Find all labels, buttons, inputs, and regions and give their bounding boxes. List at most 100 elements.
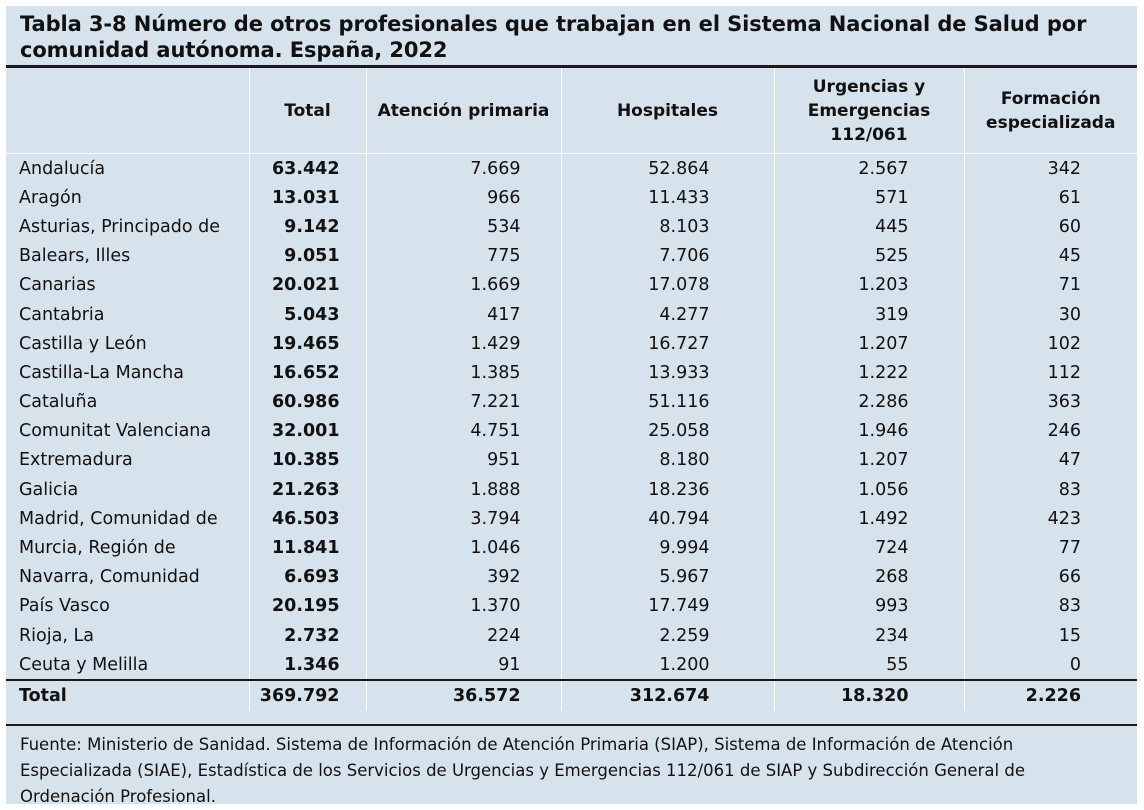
cell-region: Cantabria <box>19 304 105 325</box>
cell-atencion-primaria: 224 <box>365 621 561 651</box>
cell-hospitales: 40.794 <box>560 504 774 534</box>
cell-formacion: 363 <box>963 387 1137 417</box>
cell-region: Total <box>6 679 249 711</box>
table-row: Aragón 13.031 966 11.433 571 61 <box>6 183 1137 213</box>
cell-formacion: 0 <box>963 650 1137 681</box>
cell-formacion: 47 <box>963 445 1137 476</box>
cell-region: Aragón <box>19 187 82 208</box>
header-atencion-primaria: Atención primaria <box>365 68 561 154</box>
cell-total: 6.693 <box>248 562 366 592</box>
cell-atencion-primaria: 36.572 <box>365 679 561 711</box>
header-row: Total Atención primaria Hospitales Urgen… <box>6 68 1137 154</box>
cell-formacion: 246 <box>963 416 1137 446</box>
table-row: Cataluña 60.986 7.221 51.116 2.286 363 <box>6 387 1137 417</box>
title-line-1: Tabla 3-8 Número de otros profesionales … <box>20 12 1087 36</box>
cell-urgencias: 1.492 <box>773 504 964 534</box>
cell-atencion-primaria: 1.888 <box>365 475 561 505</box>
cell-total: 19.465 <box>248 329 366 359</box>
cell-urgencias: 234 <box>773 621 964 651</box>
cell-total: 46.503 <box>248 504 366 534</box>
cell-urgencias: 2.286 <box>773 387 964 417</box>
cell-total: 369.792 <box>248 679 366 711</box>
cell-total: 9.142 <box>248 212 366 242</box>
cell-urgencias: 268 <box>773 562 964 592</box>
cell-region: Rioja, La <box>19 625 94 646</box>
cell-total: 63.442 <box>248 153 366 184</box>
cell-urgencias: 1.207 <box>773 445 964 476</box>
cell-total: 5.043 <box>248 299 366 330</box>
table-row: País Vasco 20.195 1.370 17.749 993 83 <box>6 591 1137 621</box>
cell-hospitales: 17.078 <box>560 270 774 300</box>
cell-urgencias: 1.056 <box>773 475 964 505</box>
header-formacion: Formación especializada <box>963 68 1137 154</box>
table-row: Murcia, Región de 11.841 1.046 9.994 724 77 <box>6 533 1137 563</box>
table-title: Tabla 3-8 Número de otros profesionales … <box>6 6 1137 68</box>
cell-atencion-primaria: 1.385 <box>365 358 561 388</box>
header-region <box>6 68 249 154</box>
cell-total: 9.051 <box>248 241 366 271</box>
cell-total: 13.031 <box>248 183 366 213</box>
cell-region: Castilla-La Mancha <box>19 362 184 383</box>
cell-hospitales: 25.058 <box>560 416 774 446</box>
total-row: Total 369.792 36.572 312.674 18.320 2.226 <box>6 679 1137 711</box>
cell-hospitales: 11.433 <box>560 183 774 213</box>
cell-formacion: 15 <box>963 621 1137 651</box>
cell-atencion-primaria: 91 <box>365 650 561 681</box>
cell-formacion: 60 <box>963 212 1137 242</box>
cell-hospitales: 13.933 <box>560 358 774 388</box>
cell-atencion-primaria: 7.221 <box>365 387 561 417</box>
table-figure: Tabla 3-8 Número de otros profesionales … <box>6 6 1137 806</box>
cell-region: Cataluña <box>19 392 98 413</box>
cell-total: 20.195 <box>248 591 366 621</box>
cell-formacion: 66 <box>963 562 1137 592</box>
cell-region: Andalucía <box>19 158 106 179</box>
cell-hospitales: 312.674 <box>560 679 774 711</box>
cell-atencion-primaria: 1.370 <box>365 591 561 621</box>
cell-urgencias: 18.320 <box>773 679 964 711</box>
table-row: Navarra, Comunidad 6.693 392 5.967 268 66 <box>6 562 1137 592</box>
table-row: Asturias, Principado de 9.142 534 8.103 445 6… <box>6 212 1137 242</box>
cell-formacion: 83 <box>963 475 1137 505</box>
cell-total: 20.021 <box>248 270 366 300</box>
footnote: Fuente: Ministerio de Sanidad. Sistema d… <box>6 724 1137 806</box>
footnote-text: Fuente: Ministerio de Sanidad. Sistema d… <box>20 735 1026 806</box>
cell-urgencias: 1.203 <box>773 270 964 300</box>
cell-region: Balears, Illes <box>19 246 131 267</box>
cell-region: Castilla y León <box>19 333 147 354</box>
cell-total: 11.841 <box>248 533 366 563</box>
cell-atencion-primaria: 1.429 <box>365 329 561 359</box>
cell-formacion: 45 <box>963 241 1137 271</box>
cell-region: Extremadura <box>19 450 133 471</box>
cell-atencion-primaria: 1.669 <box>365 270 561 300</box>
header-formacion-line-2: especializada <box>986 112 1116 133</box>
cell-urgencias: 1.207 <box>773 329 964 359</box>
cell-atencion-primaria: 1.046 <box>365 533 561 563</box>
cell-formacion: 83 <box>963 591 1137 621</box>
cell-urgencias: 724 <box>773 533 964 563</box>
header-urgencias-line-2: Emergencias <box>807 100 931 121</box>
cell-atencion-primaria: 392 <box>365 562 561 592</box>
cell-region: País Vasco <box>19 596 110 617</box>
cell-region: Comunitat Valenciana <box>19 421 212 442</box>
table-row: Madrid, Comunidad de 46.503 3.794 40.794 1.4… <box>6 504 1137 534</box>
cell-hospitales: 1.200 <box>560 650 774 681</box>
cell-hospitales: 18.236 <box>560 475 774 505</box>
cell-total: 21.263 <box>248 475 366 505</box>
cell-total: 32.001 <box>248 416 366 446</box>
cell-urgencias: 525 <box>773 241 964 271</box>
cell-region: Galicia <box>19 479 79 500</box>
cell-atencion-primaria: 534 <box>365 212 561 242</box>
table-row: Balears, Illes 9.051 775 7.706 525 45 <box>6 241 1137 271</box>
cell-urgencias: 55 <box>773 650 964 681</box>
cell-region: Murcia, Región de <box>19 538 176 559</box>
header-hospitales: Hospitales <box>560 68 774 154</box>
cell-hospitales: 52.864 <box>560 153 774 184</box>
cell-total: 2.732 <box>248 621 366 651</box>
cell-atencion-primaria: 951 <box>365 445 561 476</box>
cell-formacion: 71 <box>963 270 1137 300</box>
cell-atencion-primaria: 4.751 <box>365 416 561 446</box>
cell-total: 16.652 <box>248 358 366 388</box>
cell-atencion-primaria: 417 <box>365 299 561 330</box>
cell-region: Navarra, Comunidad <box>19 567 200 588</box>
cell-hospitales: 8.103 <box>560 212 774 242</box>
